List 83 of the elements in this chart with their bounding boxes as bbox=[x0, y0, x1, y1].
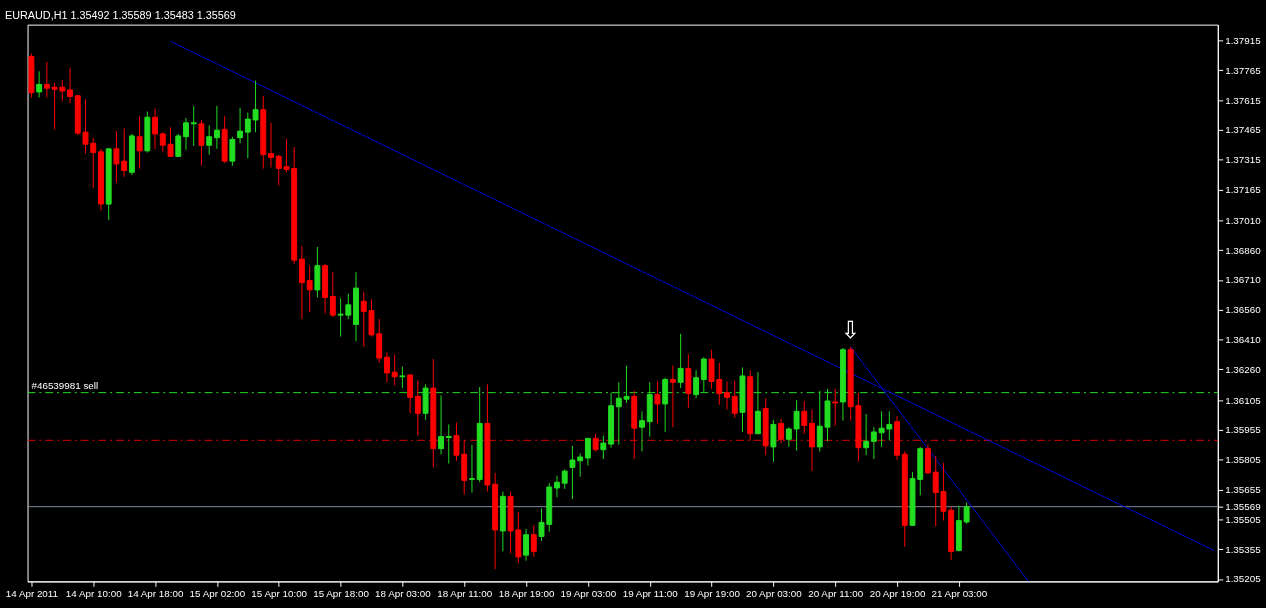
candlestick bbox=[445, 423, 452, 465]
y-tick-label: 1.37465 bbox=[1225, 124, 1262, 136]
x-tick-label: 14 Apr 2011 bbox=[5, 587, 59, 599]
candlestick bbox=[213, 105, 220, 150]
y-tick-label: 1.36560 bbox=[1225, 304, 1262, 316]
y-tick-label: 1.37765 bbox=[1225, 64, 1262, 76]
x-tick-label: 15 Apr 18:00 bbox=[313, 587, 370, 599]
candlestick bbox=[198, 119, 205, 167]
x-tick-label: 18 Apr 03:00 bbox=[375, 587, 432, 599]
y-tick-label: 1.35955 bbox=[1225, 424, 1262, 436]
candlestick bbox=[183, 117, 189, 151]
x-tick-label: 20 Apr 19:00 bbox=[869, 587, 926, 599]
candlestick bbox=[399, 366, 406, 389]
y-tick-label: 1.35805 bbox=[1225, 454, 1262, 466]
candlestick bbox=[724, 381, 730, 411]
x-tick-label: 19 Apr 03:00 bbox=[560, 587, 617, 599]
candlestick bbox=[175, 133, 182, 157]
y-tick-label: 1.36260 bbox=[1225, 363, 1262, 375]
x-tick-label: 19 Apr 11:00 bbox=[622, 587, 679, 599]
candlestick bbox=[731, 380, 738, 419]
candlestick bbox=[407, 374, 414, 414]
annotation: ⇩ bbox=[840, 316, 861, 345]
candlestick bbox=[523, 528, 530, 562]
candlestick bbox=[809, 409, 815, 472]
candlestick bbox=[801, 400, 808, 435]
x-tick-label: 14 Apr 10:00 bbox=[65, 587, 123, 599]
candlestick bbox=[306, 265, 313, 313]
y-tick-label: 1.37165 bbox=[1225, 184, 1262, 195]
x-tick-label: 20 Apr 11:00 bbox=[808, 587, 864, 599]
ref-line-label: #46539981 sell bbox=[31, 379, 99, 391]
candlestick bbox=[584, 437, 591, 467]
y-tick-label: 1.37615 bbox=[1225, 94, 1262, 106]
candlestick bbox=[206, 125, 213, 156]
candlestick bbox=[770, 419, 777, 463]
candlestick bbox=[600, 435, 607, 460]
x-tick-label: 15 Apr 10:00 bbox=[251, 587, 308, 599]
y-tick-label: 1.35205 bbox=[1225, 573, 1262, 585]
candlestick bbox=[391, 353, 398, 386]
candlestick bbox=[229, 136, 236, 167]
candlestick bbox=[669, 365, 676, 428]
y-tick-label: 1.36710 bbox=[1225, 274, 1262, 286]
y-tick-label: 1.36410 bbox=[1225, 334, 1262, 346]
candlestick bbox=[654, 381, 661, 424]
candlestick bbox=[152, 108, 159, 150]
candlestick bbox=[554, 475, 560, 498]
candlestick bbox=[832, 388, 839, 426]
candlestick bbox=[383, 352, 390, 383]
candlestick bbox=[414, 380, 421, 437]
candlestick bbox=[700, 356, 707, 393]
candlestick bbox=[237, 107, 244, 144]
y-tick-label: 1.37315 bbox=[1225, 154, 1262, 166]
x-tick-label: 18 Apr 19:00 bbox=[498, 587, 555, 599]
y-tick-label: 1.35569 bbox=[1225, 501, 1261, 513]
y-tick-label: 1.37915 bbox=[1225, 34, 1262, 46]
candlestick bbox=[36, 70, 43, 99]
y-tick-label: 1.35505 bbox=[1225, 513, 1262, 525]
x-tick-label: 15 Apr 02:00 bbox=[189, 587, 246, 599]
candlestick bbox=[530, 524, 537, 558]
y-tick-label: 1.36105 bbox=[1225, 394, 1262, 406]
candlestick bbox=[438, 394, 444, 455]
x-tick-label: 20 Apr 03:00 bbox=[746, 587, 803, 599]
x-tick-label: 19 Apr 19:00 bbox=[684, 587, 741, 599]
y-tick-label: 1.35655 bbox=[1225, 484, 1262, 496]
x-tick-label: 18 Apr 11:00 bbox=[437, 587, 493, 599]
candlestick bbox=[963, 502, 970, 525]
candlestick bbox=[329, 271, 336, 318]
candlestick bbox=[469, 444, 475, 494]
candlestick bbox=[778, 418, 785, 444]
candlestick bbox=[190, 105, 197, 147]
y-tick-label: 1.37010 bbox=[1225, 214, 1262, 226]
x-tick-label: 14 Apr 18:00 bbox=[127, 587, 184, 599]
x-tick-label: 21 Apr 03:00 bbox=[931, 587, 988, 599]
y-tick-label: 1.35355 bbox=[1225, 543, 1262, 555]
candlestick bbox=[298, 245, 305, 320]
chart-title: EURAUD,H1 1.35492 1.35589 1.35483 1.35569 bbox=[4, 8, 236, 21]
candlestick bbox=[136, 115, 143, 169]
y-tick-label: 1.36860 bbox=[1225, 244, 1262, 256]
candlestick bbox=[863, 413, 870, 456]
candlestick bbox=[639, 410, 645, 452]
candlestick bbox=[268, 122, 274, 168]
candlestick bbox=[67, 67, 73, 104]
candlestick bbox=[677, 333, 684, 389]
candlestick bbox=[561, 468, 568, 490]
